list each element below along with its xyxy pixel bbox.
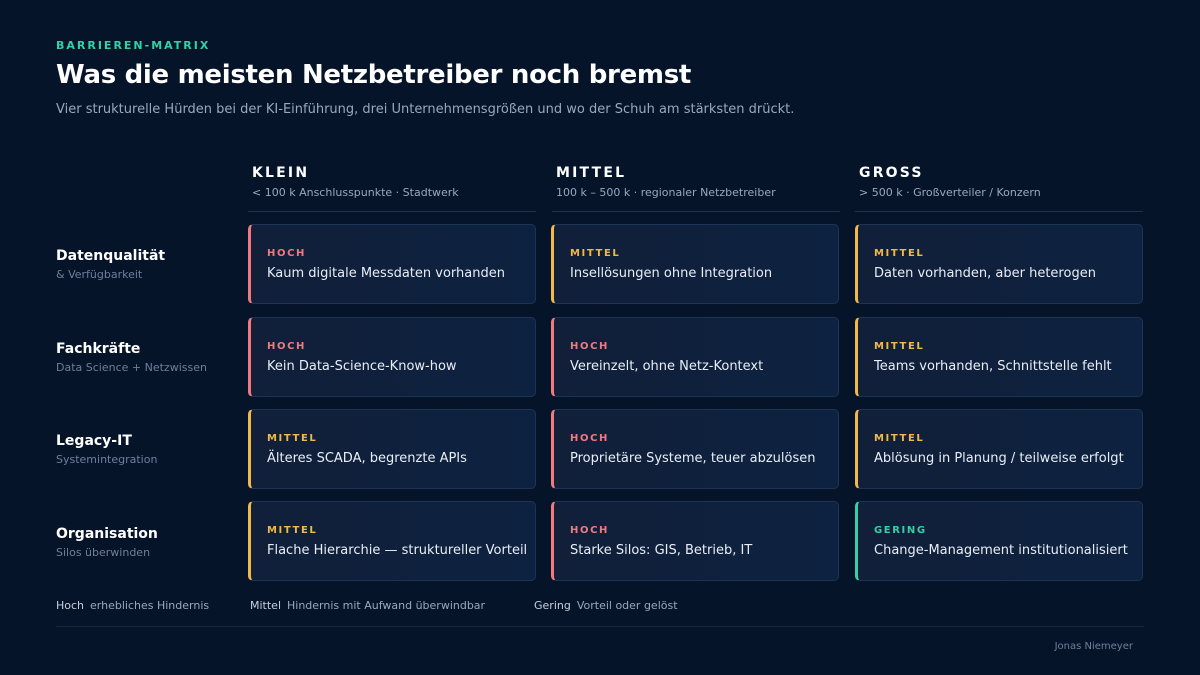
page-subtitle: Vier strukturelle Hürden bei der KI-Einf… [56, 102, 795, 117]
row-label-sub: Silos überwinden [56, 546, 151, 559]
cell-level-badge: MITTEL [570, 247, 621, 259]
cell-text: Insellösungen ohne Integration [570, 265, 773, 281]
column-name: MITTEL [556, 165, 627, 181]
matrix-cell: MITTEL Insellösungen ohne Integration [551, 224, 839, 304]
legend-text: Vorteil oder gelöst [576, 599, 678, 612]
matrix-cell: MITTEL Teams vorhanden, Schnittstelle feh… [855, 317, 1143, 397]
legend-text: Hindernis mit Aufwand überwindbar [287, 599, 486, 612]
cell-level-badge: MITTEL [267, 524, 318, 536]
column-header-gross: GROSS > 500 k · Großverteiler / Konzern [855, 165, 1143, 212]
legend-item-mittel: Mittel Hindernis mit Aufwand überwindbar [250, 599, 485, 612]
row-label-datenqualitaet: Datenqualität & Verfügbarkeit [56, 248, 236, 281]
cell-level-badge: MITTEL [874, 340, 925, 352]
cell-text: Starke Silos: GIS, Betrieb, IT [570, 542, 753, 558]
matrix-cell: MITTEL Daten vorhanden, aber heterogen [855, 224, 1143, 304]
cell-text: Flache Hierarchie — struktureller Vortei… [267, 542, 528, 558]
cell-text: Kein Data-Science-Know-how [267, 358, 457, 374]
cell-text: Change-Management institutionalisiert [874, 542, 1128, 558]
legend-item-hoch: Hoch erhebliches Hindernis [56, 599, 209, 612]
row-label-sub: Systemintegration [56, 453, 158, 466]
row-label-organisation: Organisation Silos überwinden [56, 526, 236, 559]
cell-level-badge: MITTEL [874, 432, 925, 444]
column-divider [855, 211, 1143, 212]
legend-key: Hoch [56, 599, 85, 612]
legend-key: Gering [534, 599, 571, 612]
matrix-cell: MITTEL Älteres SCADA, begrenzte APIs [248, 409, 536, 489]
footer-divider [56, 626, 1144, 627]
cell-level-badge: HOCH [570, 432, 609, 444]
cell-level-badge: HOCH [267, 340, 306, 352]
row-label-sub: & Verfügbarkeit [56, 268, 143, 281]
matrix-cell: HOCH Kaum digitale Messdaten vorhanden [248, 224, 536, 304]
matrix-cell: HOCH Proprietäre Systeme, teuer abzulösen [551, 409, 839, 489]
cell-level-badge: GERING [874, 524, 927, 536]
row-label-fachkraefte: Fachkräfte Data Science + Netzwissen [56, 341, 236, 374]
cell-level-badge: HOCH [570, 524, 609, 536]
column-desc: 100 k – 500 k · regionaler Netzbetreiber [556, 186, 776, 199]
legend-item-gering: Gering Vorteil oder gelöst [534, 599, 678, 612]
matrix-cell: HOCH Vereinzelt, ohne Netz-Kontext [551, 317, 839, 397]
matrix-cell: HOCH Starke Silos: GIS, Betrieb, IT [551, 501, 839, 581]
cell-level-badge: MITTEL [267, 432, 318, 444]
matrix-cell: MITTEL Flache Hierarchie — struktureller … [248, 501, 536, 581]
column-desc: < 100 k Anschlusspunkte · Stadtwerk [252, 186, 459, 199]
cell-text: Kaum digitale Messdaten vorhanden [267, 265, 505, 281]
cell-level-badge: HOCH [267, 247, 306, 259]
column-name: KLEIN [252, 165, 310, 181]
row-label-main: Datenqualität [56, 248, 166, 264]
column-name: GROSS [859, 165, 924, 181]
cell-text: Teams vorhanden, Schnittstelle fehlt [874, 358, 1112, 374]
column-divider [248, 211, 536, 212]
author-credit: Jonas Niemeyer [1054, 641, 1133, 652]
eyebrow-label: BARRIEREN-MATRIX [56, 39, 211, 52]
row-label-main: Organisation [56, 526, 158, 542]
cell-text: Ablösung in Planung / teilweise erfolgt [874, 450, 1124, 466]
cell-text: Vereinzelt, ohne Netz-Kontext [570, 358, 764, 374]
cell-text: Daten vorhanden, aber heterogen [874, 265, 1096, 281]
column-header-mittel: MITTEL 100 k – 500 k · regionaler Netzbe… [552, 165, 840, 212]
matrix-cell: HOCH Kein Data-Science-Know-how [248, 317, 536, 397]
column-desc: > 500 k · Großverteiler / Konzern [859, 186, 1041, 199]
row-label-legacy-it: Legacy-IT Systemintegration [56, 433, 236, 466]
cell-level-badge: MITTEL [874, 247, 925, 259]
matrix-cell: MITTEL Ablösung in Planung / teilweise er… [855, 409, 1143, 489]
matrix-cell: GERING Change-Management institutionalisi… [855, 501, 1143, 581]
legend-key: Mittel [250, 599, 281, 612]
cell-text: Älteres SCADA, begrenzte APIs [267, 450, 467, 466]
cell-text: Proprietäre Systeme, teuer abzulösen [570, 450, 816, 466]
row-label-main: Fachkräfte [56, 341, 141, 357]
column-header-klein: KLEIN < 100 k Anschlusspunkte · Stadtwer… [248, 165, 536, 212]
column-divider [552, 211, 840, 212]
page-title: Was die meisten Netzbetreiber noch brems… [56, 60, 691, 90]
row-label-sub: Data Science + Netzwissen [56, 361, 207, 374]
cell-level-badge: HOCH [570, 340, 609, 352]
legend-text: erhebliches Hindernis [90, 599, 210, 612]
row-label-main: Legacy-IT [56, 433, 132, 449]
